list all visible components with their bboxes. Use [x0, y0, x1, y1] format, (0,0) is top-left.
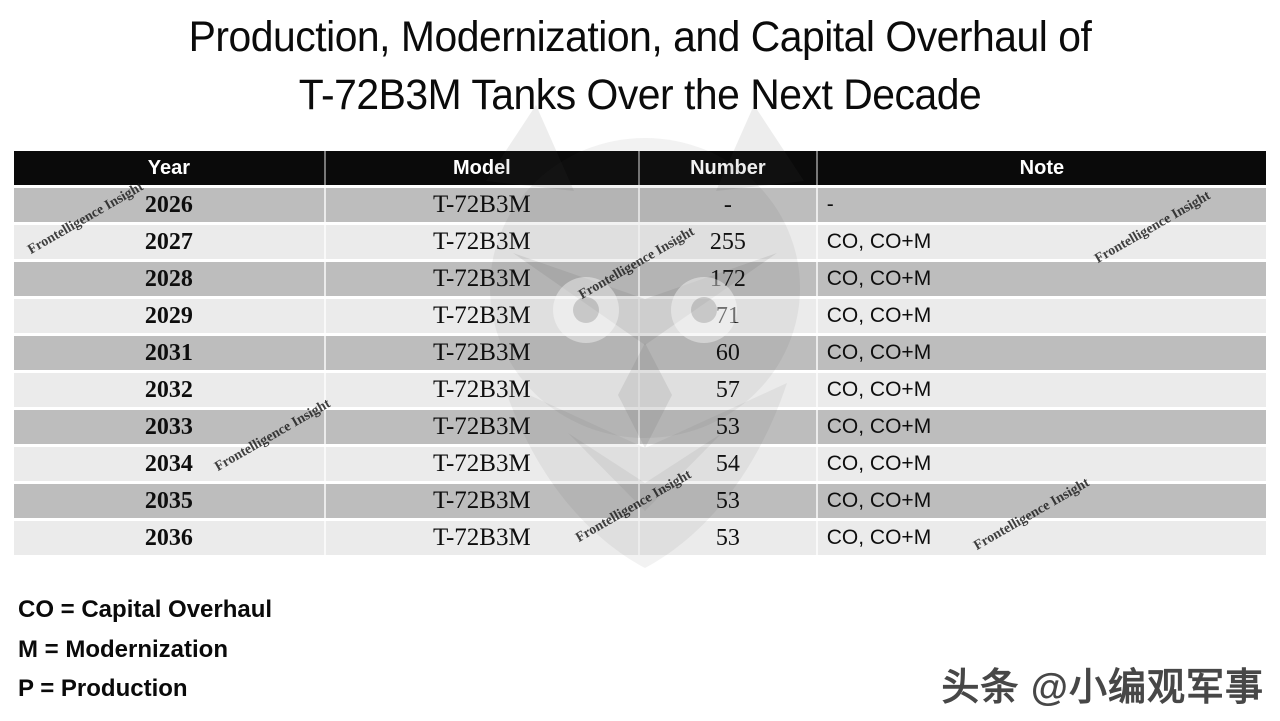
- cell-year: 2035: [14, 484, 326, 518]
- column-header-model: Model: [325, 151, 640, 185]
- cell-note: -: [817, 188, 1266, 222]
- cell-number: 60: [639, 336, 818, 370]
- cell-model: T-72B3M: [325, 188, 640, 222]
- title-line-1: Production, Modernization, and Capital O…: [188, 13, 1092, 61]
- cell-year: 2029: [14, 299, 326, 333]
- cell-year: 2031: [14, 336, 326, 370]
- cell-number: 255: [639, 225, 818, 259]
- table-row: 2035 T-72B3M 53 CO, CO+M: [14, 484, 1266, 518]
- table-row: 2032 T-72B3M 57 CO, CO+M: [14, 373, 1266, 407]
- page-title: Production, Modernization, and Capital O…: [32, 8, 1248, 124]
- cell-number: 53: [639, 521, 818, 555]
- cell-year: 2034: [14, 447, 326, 481]
- cell-model: T-72B3M: [325, 336, 640, 370]
- cell-model: T-72B3M: [325, 299, 640, 333]
- table-row: 2028 T-72B3M 172 CO, CO+M: [14, 262, 1266, 296]
- cell-model: T-72B3M: [325, 262, 640, 296]
- column-header-year: Year: [14, 151, 326, 185]
- cell-model: T-72B3M: [325, 410, 640, 444]
- cell-model: T-72B3M: [325, 521, 640, 555]
- cell-year: 2026: [14, 188, 326, 222]
- cell-note: CO, CO+M: [817, 225, 1266, 259]
- cell-year: 2033: [14, 410, 326, 444]
- cell-model: T-72B3M: [325, 373, 640, 407]
- toutiao-byline-watermark: 头条 @小编观军事: [941, 667, 1264, 709]
- cell-model: T-72B3M: [325, 447, 640, 481]
- legend-item-co: CO = Capital Overhaul: [18, 596, 273, 623]
- legend-item-m: M = Modernization: [18, 635, 228, 663]
- cell-note: CO, CO+M: [817, 521, 1266, 555]
- table-row: 2033 T-72B3M 53 CO, CO+M: [14, 410, 1266, 444]
- table-header-row: Year Model Number Note: [14, 151, 1266, 185]
- column-header-number: Number: [639, 151, 818, 185]
- cell-note: CO, CO+M: [817, 373, 1266, 407]
- cell-number: 54: [639, 447, 818, 481]
- cell-number: 53: [639, 410, 818, 444]
- legend: CO = Capital Overhaul M = Modernization …: [18, 590, 272, 709]
- legend-item-p: P = Production: [18, 675, 188, 702]
- cell-number: -: [639, 188, 818, 222]
- table-body: 2026 T-72B3M - -2027 T-72B3M 255 CO, CO+M 2028 T…: [14, 188, 1266, 555]
- cell-model: T-72B3M: [325, 225, 640, 259]
- cell-model: T-72B3M: [325, 484, 640, 518]
- table-row: 2027 T-72B3M 255 CO, CO+M: [14, 225, 1266, 259]
- table-row: 2034 T-72B3M 54 CO, CO+M: [14, 447, 1266, 481]
- cell-number: 71: [639, 299, 818, 333]
- cell-note: CO, CO+M: [817, 410, 1266, 444]
- cell-number: 53: [639, 484, 818, 518]
- cell-note: CO, CO+M: [817, 299, 1266, 333]
- cell-note: CO, CO+M: [817, 336, 1266, 370]
- cell-note: CO, CO+M: [817, 262, 1266, 296]
- cell-number: 172: [639, 262, 818, 296]
- cell-note: CO, CO+M: [817, 447, 1266, 481]
- table-row: 2031 T-72B3M 60 CO, CO+M: [14, 336, 1266, 370]
- cell-year: 2027: [14, 225, 326, 259]
- table-row: 2029 T-72B3M 71 CO, CO+M: [14, 299, 1266, 333]
- title-line-2: T-72B3M Tanks Over the Next Decade: [298, 71, 982, 119]
- column-header-note: Note: [817, 151, 1266, 185]
- cell-year: 2028: [14, 262, 326, 296]
- cell-note: CO, CO+M: [817, 484, 1266, 518]
- tank-schedule-table: Year Model Number Note 2026 T-72B3M - -2027…: [14, 148, 1266, 558]
- cell-year: 2032: [14, 373, 326, 407]
- cell-number: 57: [639, 373, 818, 407]
- table-row: 2026 T-72B3M - -: [14, 188, 1266, 222]
- table-row: 2036 T-72B3M 53 CO, CO+M: [14, 521, 1266, 555]
- cell-year: 2036: [14, 521, 326, 555]
